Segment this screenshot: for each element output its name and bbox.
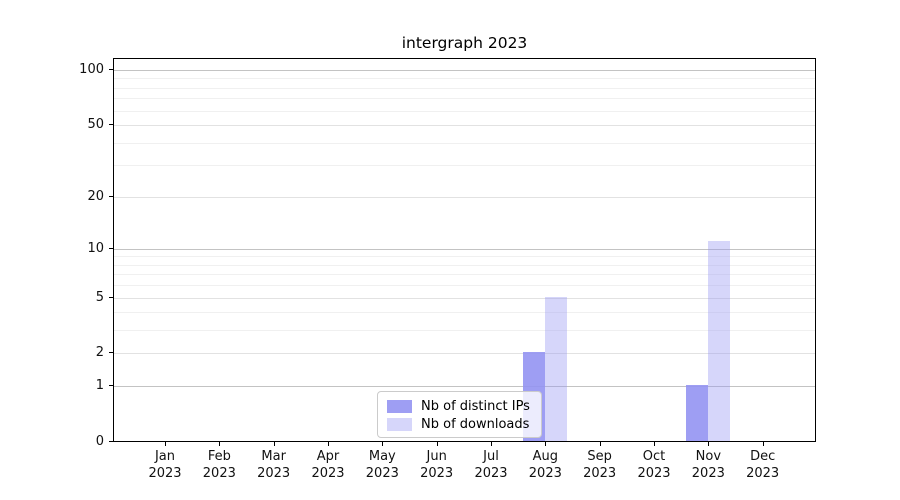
gridline: [114, 256, 815, 258]
gridline: [114, 285, 815, 287]
x-tick-label: Sep 2023: [583, 449, 617, 481]
x-tick-label: Feb 2023: [202, 449, 236, 481]
bar-distinct-ips-nov: [686, 385, 709, 441]
gridline: [114, 196, 815, 198]
legend: Nb of distinct IPs Nb of downloads: [377, 391, 542, 438]
chart-title: intergraph 2023: [401, 34, 528, 52]
x-tick-label: Mar 2023: [257, 449, 291, 481]
gridline: [114, 297, 815, 299]
gridline: [114, 69, 815, 71]
y-tick-mark: [109, 296, 113, 298]
x-tick-mark: [762, 442, 764, 446]
x-tick-mark: [490, 442, 492, 446]
y-tick-mark: [109, 352, 113, 354]
legend-label-distinct-ips: Nb of distinct IPs: [421, 398, 530, 414]
gridline: [114, 353, 815, 355]
x-tick-label: Jun 2023: [420, 449, 454, 481]
gridline: [114, 110, 815, 112]
x-tick-label: May 2023: [365, 449, 399, 481]
x-tick-label: Nov 2023: [691, 449, 725, 481]
y-tick-label: 2: [95, 345, 104, 361]
x-tick-label: Aug 2023: [528, 449, 562, 481]
x-tick-mark: [599, 442, 601, 446]
gridline: [114, 312, 815, 314]
gridline: [114, 142, 815, 144]
legend-label-downloads: Nb of downloads: [421, 416, 530, 432]
gridline: [114, 274, 815, 276]
y-tick-mark: [109, 195, 113, 197]
y-tick-mark: [109, 385, 113, 387]
y-tick-label: 100: [79, 61, 104, 77]
x-tick-mark: [219, 442, 221, 446]
plot-area: [113, 58, 816, 442]
gridline: [114, 125, 815, 127]
gridline: [114, 165, 815, 167]
bar-downloads-nov: [708, 240, 731, 441]
y-tick-label: 0: [95, 434, 104, 449]
x-tick-mark: [382, 442, 384, 446]
bar-downloads-aug: [545, 296, 568, 441]
gridline: [114, 78, 815, 80]
x-tick-label: Jan 2023: [148, 449, 182, 481]
x-tick-mark: [165, 442, 166, 446]
y-tick-mark: [109, 68, 113, 70]
legend-item-downloads: Nb of downloads: [387, 416, 532, 432]
legend-swatch-distinct-ips: [387, 399, 412, 413]
gridline: [114, 330, 815, 332]
y-tick-mark: [109, 124, 113, 126]
x-tick-mark: [273, 442, 275, 446]
gridline: [114, 98, 815, 100]
y-tick-label: 10: [87, 240, 104, 256]
x-tick-mark: [708, 442, 710, 446]
x-tick-label: Jul 2023: [474, 449, 508, 481]
y-tick-mark: [109, 441, 113, 442]
x-tick-label: Apr 2023: [311, 449, 345, 481]
legend-item-distinct-ips: Nb of distinct IPs: [387, 398, 532, 414]
x-tick-label: Dec 2023: [746, 449, 780, 481]
gridline: [114, 248, 815, 250]
gridline: [114, 264, 815, 266]
x-tick-mark: [327, 442, 329, 446]
x-tick-mark: [436, 442, 438, 446]
y-tick-label: 50: [87, 117, 104, 133]
legend-swatch-downloads: [387, 417, 412, 431]
gridline: [114, 87, 815, 89]
y-tick-label: 20: [87, 188, 104, 204]
x-tick-mark: [653, 442, 655, 446]
y-tick-label: 1: [95, 378, 104, 394]
y-tick-label: 5: [95, 289, 104, 305]
gridline: [114, 386, 815, 388]
y-tick-mark: [109, 247, 113, 249]
x-tick-label: Oct 2023: [637, 449, 671, 481]
x-tick-mark: [545, 442, 547, 446]
